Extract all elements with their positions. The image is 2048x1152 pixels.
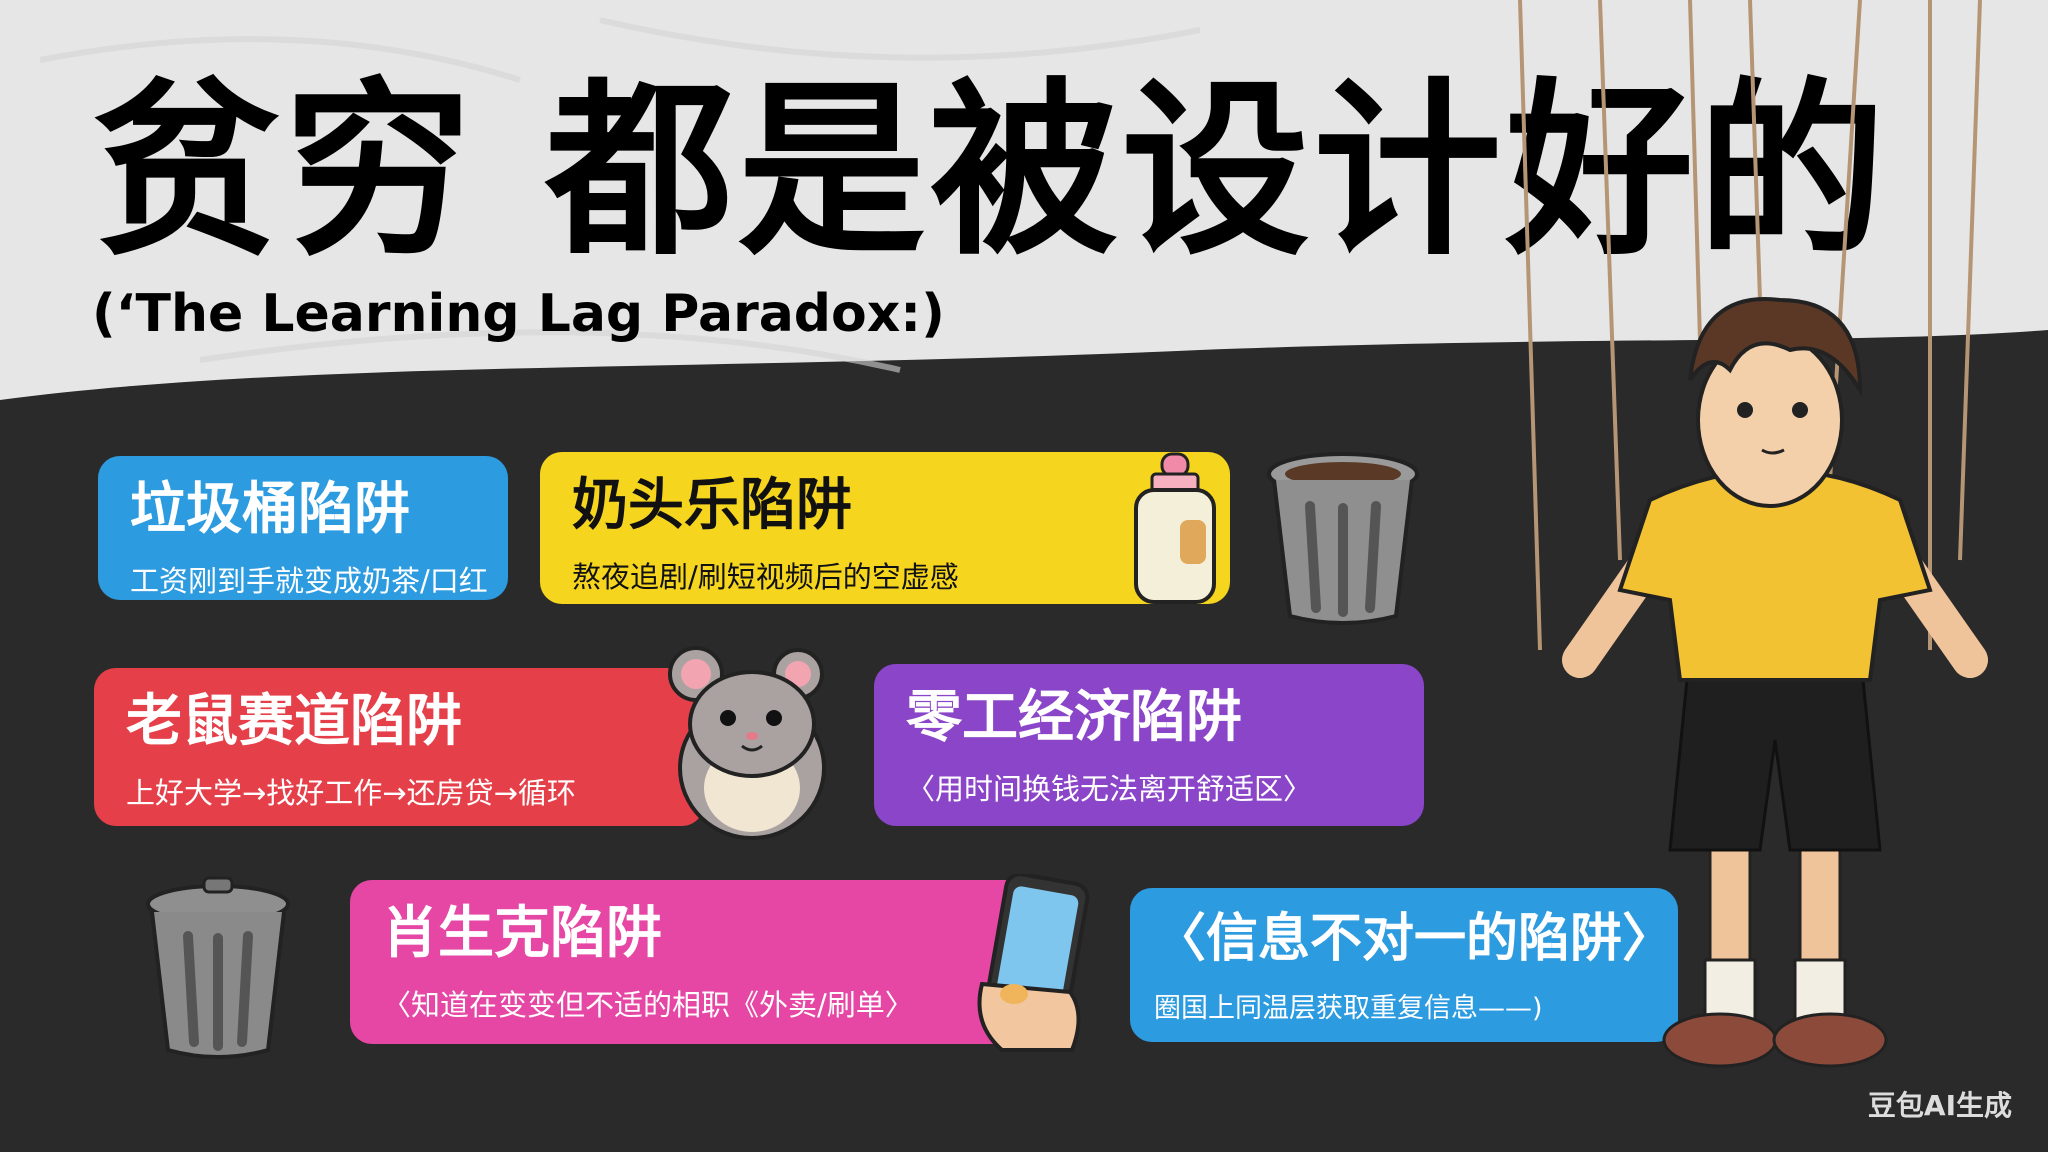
- card-information-trap: 〈信息不对一的陷阱〉 圈国上同温层获取重复信息——): [1130, 888, 1678, 1042]
- hamster-icon: [668, 646, 826, 840]
- page-title: 贫穷 都是被设计好的: [92, 62, 1890, 281]
- card-desc: 〈用时间换钱无法离开舒适区〉: [906, 772, 1313, 807]
- card-title: 零工经济陷阱: [906, 685, 1242, 750]
- card-title: 老鼠赛道陷阱: [126, 689, 462, 754]
- trash-can-icon: [146, 876, 290, 1059]
- card-tittytainment-trap: 奶头乐陷阱 熬夜追剧/刷短视频后的空虚感: [540, 452, 1230, 604]
- card-rat-race-trap: 老鼠赛道陷阱 上好大学→找好工作→还房贷→循环: [94, 668, 704, 826]
- marionette-boy-illustration: [1518, 0, 1988, 1068]
- card-title: 奶头乐陷阱: [572, 473, 852, 538]
- card-title: 肖生克陷阱: [382, 901, 662, 966]
- card-trash-trap: 垃圾桶陷阱 工资刚到手就变成奶茶/口红: [98, 456, 508, 600]
- card-gig-economy-trap: 零工经济陷阱 〈用时间换钱无法离开舒适区〉: [874, 664, 1424, 826]
- card-desc: 〈知道在变变但不适的相职《外卖/刷单〉: [382, 988, 914, 1023]
- smartphone-icon: [977, 874, 1090, 1052]
- page-subtitle: (‘The Learning Lag Paradox:): [92, 284, 945, 344]
- card-desc: 上好大学→找好工作→还房贷→循环: [126, 776, 576, 811]
- trash-can-icon: [1267, 452, 1419, 625]
- card-desc: 熬夜追剧/刷短视频后的空虚感: [572, 560, 959, 595]
- card-shawshank-trap: 肖生克陷阱 〈知道在变变但不适的相职《外卖/刷单〉: [350, 880, 1070, 1044]
- watermark: 豆包AI生成: [1867, 1089, 2012, 1122]
- card-desc: 工资刚到手就变成奶茶/口红: [130, 564, 488, 599]
- card-title: 〈信息不对一的陷阱〉: [1154, 909, 1675, 969]
- card-title: 垃圾桶陷阱: [130, 477, 410, 542]
- milk-bottle-icon: [1134, 452, 1216, 604]
- card-desc: 圈国上同温层获取重复信息——): [1154, 992, 1543, 1024]
